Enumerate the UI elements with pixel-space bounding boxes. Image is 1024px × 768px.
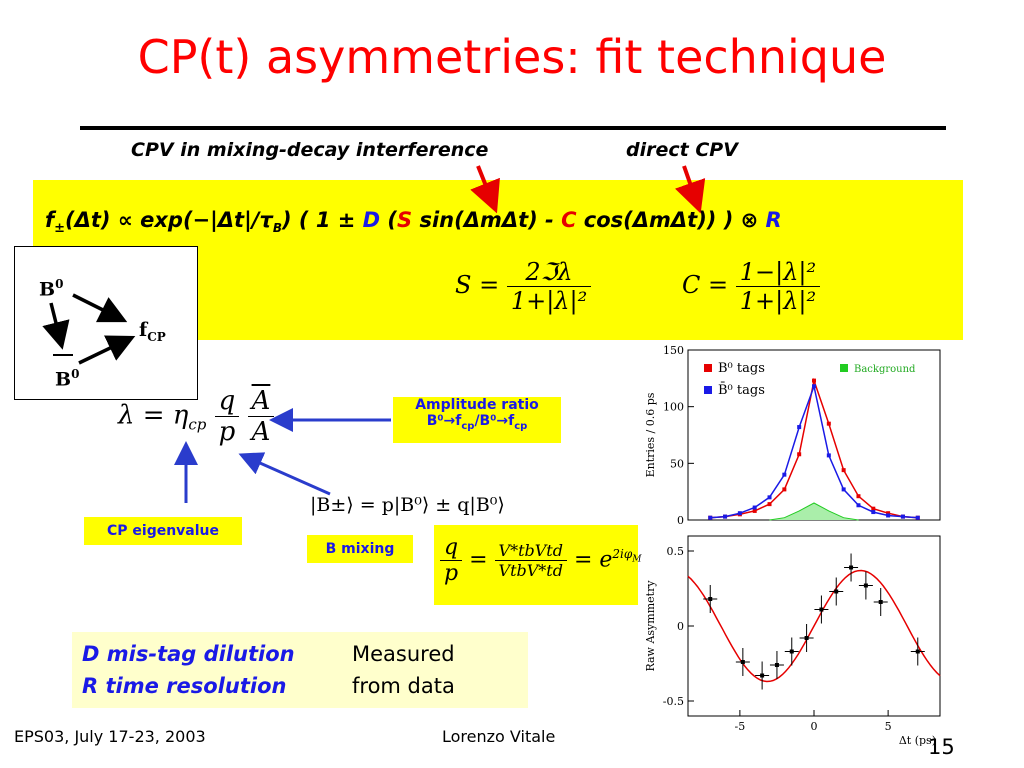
arrow-to-C xyxy=(684,166,698,206)
amplitude-ratio-box: Amplitude ratio B⁰→fcp/B⁰→fcp xyxy=(393,397,561,443)
S-equation: S = 2ℑλ 1+|λ|² xyxy=(455,258,591,315)
bottom-xtick-label: 0 xyxy=(811,720,818,733)
series-point xyxy=(856,503,860,507)
legend-label: B̄⁰ tags xyxy=(718,382,765,398)
series-point xyxy=(797,452,801,456)
top-ytick-label: 0 xyxy=(677,514,684,527)
series-point xyxy=(753,509,757,513)
asymmetry-point xyxy=(849,566,853,570)
top-ytick-label: 150 xyxy=(663,344,684,357)
b-mixing-box: B mixing xyxy=(307,535,413,563)
asymmetry-point xyxy=(760,674,764,678)
diagram-arrows xyxy=(15,247,197,399)
mixing-diagram: B0 fCP B0 xyxy=(14,246,198,400)
top-ytick-label: 50 xyxy=(670,457,684,470)
series-point xyxy=(842,487,846,491)
bottom-ytick-label: -0.5 xyxy=(663,695,684,708)
series-point xyxy=(738,511,742,515)
arrow-b-mixing xyxy=(244,456,330,494)
b-state-equation: |B±⟩ = p|B⁰⟩ ± q|B⁰⟩ xyxy=(310,494,505,516)
series-background-area xyxy=(770,503,859,520)
top-ytick-label: 100 xyxy=(663,401,684,414)
legend-marker xyxy=(704,364,712,372)
series-point xyxy=(871,510,875,514)
series-point xyxy=(768,502,772,506)
arrow-to-S xyxy=(478,166,494,206)
legend-label: B⁰ tags xyxy=(718,361,765,376)
d-term: D mis-tag dilution xyxy=(82,642,295,666)
series-point xyxy=(708,516,712,520)
asymmetry-point xyxy=(819,608,823,612)
asymmetry-point xyxy=(864,584,868,588)
series-line-b0bar xyxy=(710,386,918,517)
time-dependent-formula: f±(Δt) ∝ exp(−|Δt|/τB) ( 1 ± D (S sin(Δm… xyxy=(45,208,782,236)
asymmetry-point xyxy=(805,636,809,640)
C-equation: C = 1−|λ|² 1+|λ|² xyxy=(682,258,820,315)
asymmetry-point xyxy=(741,660,745,664)
bottom-ylabel: Raw Asymmetry xyxy=(644,580,657,672)
series-point xyxy=(856,494,860,498)
series-point xyxy=(782,487,786,491)
cp-eigenvalue-box: CP eigenvalue xyxy=(84,517,242,545)
asymmetry-point xyxy=(790,650,794,654)
bottom-xtick-label: -5 xyxy=(735,720,746,733)
series-point xyxy=(916,516,920,520)
bottom-xtick-label: 5 xyxy=(885,720,892,733)
series-point xyxy=(842,468,846,472)
asymmetry-fit-curve xyxy=(688,571,940,682)
asymmetry-point xyxy=(916,650,920,654)
legend-marker xyxy=(840,364,848,372)
series-point xyxy=(827,453,831,457)
bottom-ytick-label: 0.5 xyxy=(667,545,685,558)
B0-label: B0 xyxy=(39,277,63,300)
dilution-box: D mis-tag dilution R time resolution Mea… xyxy=(72,632,528,708)
r-term: R time resolution xyxy=(82,674,286,698)
series-point xyxy=(886,513,890,517)
series-point xyxy=(723,515,727,519)
bottom-xlabel: Δt (ps) xyxy=(899,734,936,746)
series-point xyxy=(827,422,831,426)
series-line-b0 xyxy=(710,381,918,518)
asymmetry-point xyxy=(834,590,838,594)
plots-panel: 0 50 100 150 Entries / 0.6 ps B⁰ tags B̄⁰ tags… xyxy=(640,342,944,746)
series-point xyxy=(812,379,816,383)
footer-author: Lorenzo Vitale xyxy=(442,727,555,746)
asymmetry-point xyxy=(775,663,779,667)
asymmetry-point xyxy=(708,597,712,601)
legend-marker xyxy=(704,386,712,394)
series-point xyxy=(768,495,772,499)
r-value: from data xyxy=(352,674,455,698)
footer-conference: EPS03, July 17-23, 2003 xyxy=(14,727,206,746)
series-point xyxy=(901,515,905,519)
top-ylabel: Entries / 0.6 ps xyxy=(644,392,657,477)
d-value: Measured xyxy=(352,642,455,666)
asymmetry-point xyxy=(879,600,883,604)
bottom-ytick-label: 0 xyxy=(677,620,684,633)
series-point xyxy=(797,425,801,429)
series-point xyxy=(812,384,816,388)
legend-label: Background xyxy=(854,364,916,375)
B0bar-label: B0 xyxy=(55,367,79,390)
fCP-label: fCP xyxy=(139,319,166,344)
series-point xyxy=(782,473,786,477)
series-point xyxy=(753,506,757,510)
